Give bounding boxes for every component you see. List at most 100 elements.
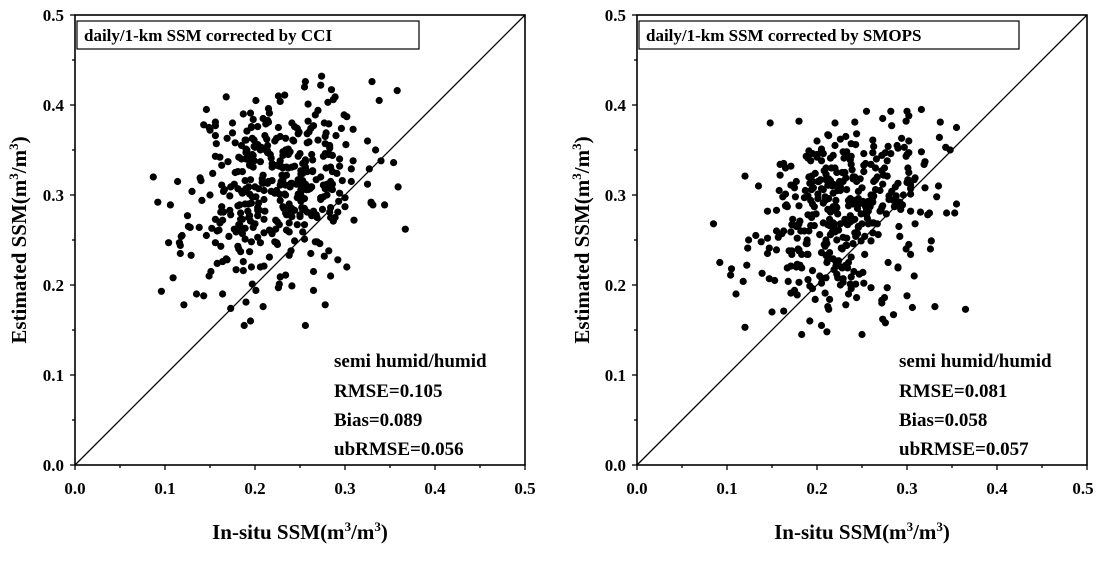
scatter-point [205,272,213,280]
scatter-point [287,212,295,220]
scatter-point [787,228,795,236]
scatter-point [896,232,904,240]
scatter-point [905,240,913,249]
scatter-point [169,274,177,282]
scatter-point [795,278,803,286]
scatter-point [202,231,210,240]
scatter-point [240,321,248,330]
scatter-point [394,183,402,191]
scatter-point [255,199,263,207]
scatter-point [320,252,328,260]
scatter-point [864,220,872,228]
scatter-point [889,311,898,319]
scatter-point [788,250,796,258]
scatter-point [852,141,860,149]
tick-marks [632,14,1088,470]
scatter-point [211,152,219,160]
chart-title: daily/1-km SSM corrected by SMOPS [646,26,921,45]
scatter-point [854,223,863,231]
scatter-point [242,298,250,306]
scatter-point [260,186,268,195]
scatter-point [851,173,859,181]
y-tick-label: 0.0 [43,456,64,475]
scatter-point [800,194,809,202]
scatter-point [831,141,839,150]
scatter-point [223,134,231,142]
scatter-point [798,250,806,258]
scatter-point [256,158,264,166]
scatter-point [300,221,309,229]
scatter-point [831,119,839,127]
scatter-point [327,177,335,186]
scatter-point [811,295,819,303]
scatter-point [910,176,918,184]
scatter-point [872,155,881,163]
scatter-point [745,236,753,244]
scatter-point [926,245,935,253]
scatter-point [200,121,208,129]
scatter-point [363,137,372,145]
scatter-point [299,228,307,236]
scatter-point [835,177,844,186]
stat-rmse: RMSE=0.105 [334,381,442,402]
scatter-point [776,160,784,168]
scatter-point [911,220,919,228]
scatter-point [833,236,841,244]
scatter-point [314,136,322,144]
scatter-point [336,155,344,163]
x-tick-label: 0.5 [1072,479,1093,498]
scatter-point [870,142,878,150]
scatter-point [838,168,846,177]
scatter-point [894,264,902,272]
scatter-point [300,235,309,243]
scatter-point [826,154,835,162]
stat-climate: semi humid/humid [334,351,487,372]
scatter-point [252,193,260,201]
scatter-point [862,203,870,211]
scatter-point [816,231,824,239]
scatter-point [860,161,868,169]
scatter-point [888,187,896,195]
scatter-point [795,117,803,125]
scatter-point [176,249,184,258]
scatter-point [304,117,312,125]
scatter-point [817,185,826,193]
scatter-point [327,204,335,212]
scatter-point [301,321,309,330]
scatter-point [808,213,816,222]
x-tick-label: 0.3 [896,479,917,498]
scatter-point [853,294,861,302]
scatter-point [842,261,850,269]
scatter-point [859,268,867,276]
scatter-point [806,317,814,325]
scatter-point [752,231,760,240]
scatter-point [817,176,825,184]
scatter-point [220,186,228,194]
y-tick-label: 0.0 [605,456,626,475]
scatter-point [817,145,826,153]
x-tick-label: 0.4 [424,479,446,498]
scatter-point [905,112,913,120]
scatter-point [792,177,800,186]
scatter-point [858,330,866,339]
scatter-point [758,269,766,277]
scatter-point [824,303,832,311]
scatter-point [238,230,246,238]
scatter-point [805,173,813,181]
scatter-point [258,178,266,186]
scatter-point [861,250,869,258]
scatter-point [858,184,866,192]
scatter-point [225,232,233,240]
y-tick-label: 0.4 [43,96,65,115]
scatter-point [261,207,269,215]
scatter-point [787,162,795,170]
scatter-point [239,267,247,275]
scatter-point [830,266,838,274]
scatter-point [249,151,257,159]
y-tick-label: 0.1 [605,366,626,385]
scatter-point [246,176,255,184]
scatter-point [246,317,255,325]
scatter-point [822,176,830,184]
scatter-point [771,276,779,285]
scatter-point [336,189,344,197]
